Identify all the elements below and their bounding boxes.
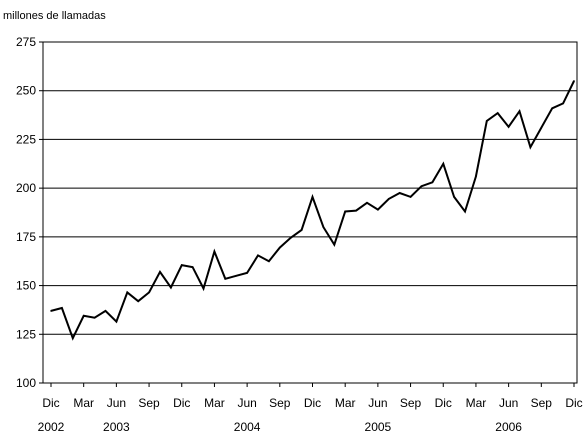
data-point: [398, 192, 401, 194]
data-point: [475, 175, 477, 178]
y-tick-label: 175: [16, 230, 36, 244]
x-tick-label: Sep: [531, 396, 553, 410]
y-tick-label: 200: [16, 181, 36, 195]
data-point: [344, 210, 346, 213]
y-tick-label: 225: [16, 132, 36, 146]
year-label: 2004: [234, 420, 261, 434]
data-point: [540, 126, 543, 129]
data-point: [311, 196, 314, 198]
year-label: 2006: [495, 420, 522, 434]
y-tick-label: 150: [16, 279, 36, 293]
data-point: [235, 275, 238, 277]
data-point: [464, 210, 466, 213]
data-point: [159, 271, 161, 273]
y-tick-labels: 100 125 150 175 200 225 250 275: [16, 35, 36, 390]
data-point: [300, 229, 303, 231]
data-point: [431, 181, 434, 184]
data-point: [518, 110, 521, 112]
x-tick-label: Jun: [368, 396, 387, 410]
year-label: 2005: [365, 420, 392, 434]
x-tick-label: Sep: [138, 396, 160, 410]
data-point: [137, 300, 139, 302]
year-label: 2003: [103, 420, 130, 434]
x-tick-label: Mar: [335, 396, 356, 410]
data-point: [257, 254, 259, 257]
data-point: [126, 291, 129, 294]
x-tick-label: Dic: [304, 396, 321, 410]
data-point: [529, 146, 532, 149]
x-tick-label: Dic: [565, 396, 582, 410]
data-point: [333, 243, 336, 246]
data-point: [61, 307, 63, 309]
data-point: [366, 201, 368, 204]
data-point: [409, 196, 412, 198]
x-tick-label: Dic: [173, 396, 190, 410]
data-point: [562, 102, 564, 105]
y-tick-label: 100: [16, 376, 36, 390]
series-layer: [50, 80, 575, 341]
x-tick-label: Dic: [435, 396, 452, 410]
data-point: [496, 112, 499, 114]
y-axis-label: millones de llamadas: [3, 10, 106, 22]
x-tick-label: Jun: [107, 396, 126, 410]
data-point: [82, 314, 85, 317]
data-point: [224, 277, 227, 280]
data-point: [93, 316, 96, 319]
x-tick-label: Mar: [466, 396, 487, 410]
data-point: [573, 80, 575, 82]
x-tick-label: Mar: [73, 396, 94, 410]
data-point: [148, 291, 150, 294]
x-tick-label: Mar: [204, 396, 225, 410]
data-point: [50, 310, 52, 312]
data-point: [104, 310, 107, 312]
data-point: [180, 264, 183, 266]
x-tick-label: Sep: [400, 396, 422, 410]
plot-frame: [42, 41, 578, 384]
data-point: [453, 196, 455, 198]
data-point: [289, 237, 292, 239]
data-point: [213, 250, 216, 253]
y-tick-label: 250: [16, 84, 36, 98]
x-tick-label: Sep: [269, 396, 291, 410]
data-point: [115, 320, 118, 323]
data-point: [246, 272, 248, 274]
data-point: [551, 107, 554, 110]
data-point: [355, 209, 357, 212]
gridlines: [39, 41, 578, 384]
data-point: [420, 185, 423, 187]
data-point: [322, 226, 325, 228]
x-tick-label: Dic: [42, 396, 59, 410]
data-point: [202, 287, 205, 290]
x-tick-label: Jun: [499, 396, 518, 410]
data-point: [279, 246, 281, 249]
data-point: [442, 162, 445, 165]
x-tick-label: Jun: [237, 396, 256, 410]
data-point: [170, 286, 172, 289]
y-tick-label: 275: [16, 35, 36, 49]
data-point: [377, 208, 379, 211]
year-labels: 2002 2003 2004 2005 2006: [38, 420, 523, 434]
series-line: [50, 80, 575, 341]
data-point: [486, 120, 488, 122]
data-point: [191, 266, 194, 268]
year-label: 2002: [38, 420, 65, 434]
x-tick-labels: Dic Mar Jun Sep Dic Mar Jun Sep Dic Mar Jun Sep Dic M…: [42, 383, 583, 410]
data-point: [507, 125, 510, 128]
y-tick-label: 125: [16, 327, 36, 341]
data-point: [71, 337, 74, 339]
data-point: [387, 198, 390, 200]
data-point: [268, 260, 270, 263]
